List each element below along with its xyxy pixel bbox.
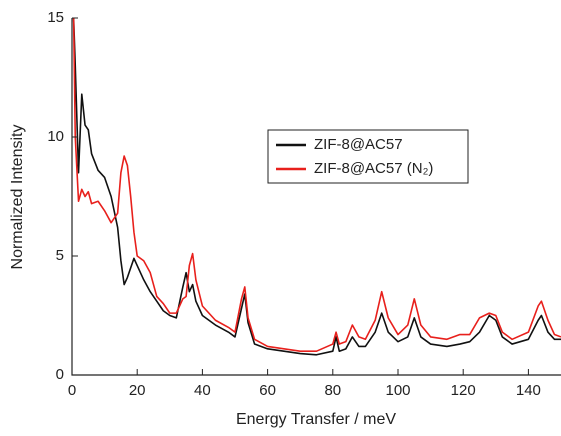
legend-label: ZIF-8@AC57: [314, 136, 403, 153]
legend-label: ZIF-8@AC57 (N₂): [314, 160, 433, 177]
x-tick-label: 40: [194, 382, 211, 399]
y-tick-label: 5: [56, 247, 64, 264]
y-tick-label: 15: [47, 9, 64, 26]
x-tick-label: 80: [324, 382, 341, 399]
plot: [72, 18, 561, 356]
y-tick-label: 10: [47, 128, 64, 145]
x-tick-label: 0: [68, 382, 76, 399]
y-tick-label: 0: [56, 366, 64, 383]
x-tick-label: 60: [259, 382, 276, 399]
x-axis-label: Energy Transfer / meV: [236, 411, 396, 428]
x-tick-label: 20: [129, 382, 146, 399]
x-tick-label: 100: [385, 382, 410, 399]
series-line: [72, 18, 561, 356]
series-line: [72, 18, 561, 352]
legend-box: [267, 129, 469, 184]
x-tick-label: 120: [451, 382, 476, 399]
x-tick-label: 140: [516, 382, 541, 399]
y-axis-label: Normalized Intensity: [9, 125, 26, 270]
axis-frame: [71, 18, 561, 376]
